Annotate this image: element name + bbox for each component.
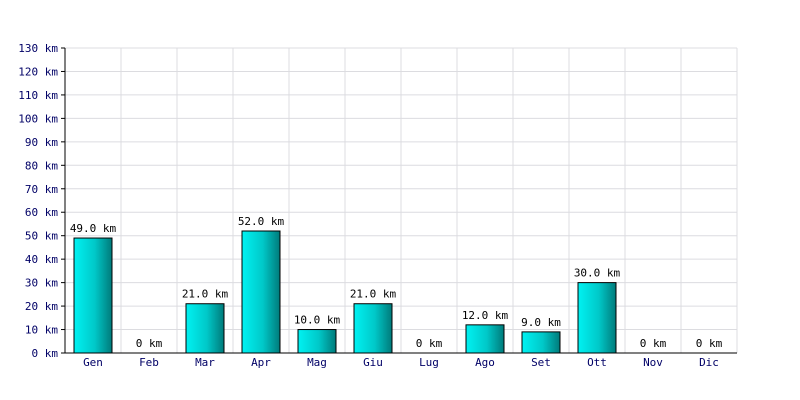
x-tick-label: Giu <box>363 356 383 369</box>
data-label: 12.0 km <box>462 309 509 322</box>
grid <box>65 47 738 353</box>
data-label: 49.0 km <box>70 222 117 235</box>
data-label: 0 km <box>696 337 723 350</box>
data-label: 30.0 km <box>574 267 621 280</box>
data-label: 21.0 km <box>182 288 229 301</box>
x-tick-label: Feb <box>139 356 159 369</box>
bar <box>577 282 617 354</box>
x-tick-label: Ago <box>475 356 495 369</box>
data-labels: 49.0 km 0 km 21.0 km 52.0 km 10.0 km 21.0 km 0… <box>70 215 723 350</box>
y-tick-label: 80 km <box>25 159 58 172</box>
y-tick-label: 30 km <box>25 277 58 290</box>
x-tick-label: Apr <box>251 356 271 369</box>
y-tick-label: 10 km <box>25 324 58 337</box>
y-tick-label: 100 km <box>18 112 58 125</box>
bar <box>241 230 281 354</box>
x-tick-label: Mag <box>307 356 327 369</box>
bar <box>185 303 225 354</box>
bar <box>73 237 113 354</box>
y-tick-label: 0 km <box>32 347 59 360</box>
data-label: 0 km <box>136 337 163 350</box>
x-tick-label: Lug <box>419 356 439 369</box>
y-tick-label: 120 km <box>18 65 58 78</box>
bar <box>353 303 393 354</box>
y-tick-label: 110 km <box>18 89 58 102</box>
data-label: 21.0 km <box>350 288 397 301</box>
x-tick-label: Gen <box>83 356 103 369</box>
y-tick-label: 130 km <box>18 42 58 55</box>
data-label: 10.0 km <box>294 314 341 327</box>
y-tick-label: 40 km <box>25 253 58 266</box>
bar <box>297 329 337 354</box>
y-tick-label: 60 km <box>25 206 58 219</box>
x-tick-label: Dic <box>699 356 719 369</box>
data-label: 0 km <box>640 337 667 350</box>
x-tick-label: Nov <box>643 356 663 369</box>
y-tick-label: 70 km <box>25 183 58 196</box>
y-tick-label: 50 km <box>25 230 58 243</box>
bar <box>465 324 505 354</box>
x-tick-label: Set <box>531 356 551 369</box>
axes: 0 km 10 km 20 km 30 km 40 km 50 km 60 km 70 km 8… <box>18 42 737 369</box>
data-label: 52.0 km <box>238 215 285 228</box>
data-label: 0 km <box>416 337 443 350</box>
x-tick-label: Mar <box>195 356 215 369</box>
y-tick-label: 90 km <box>25 136 58 149</box>
y-tick-label: 20 km <box>25 300 58 313</box>
x-tick-label: Ott <box>587 356 607 369</box>
data-label: 9.0 km <box>521 316 561 329</box>
bar <box>521 331 561 354</box>
